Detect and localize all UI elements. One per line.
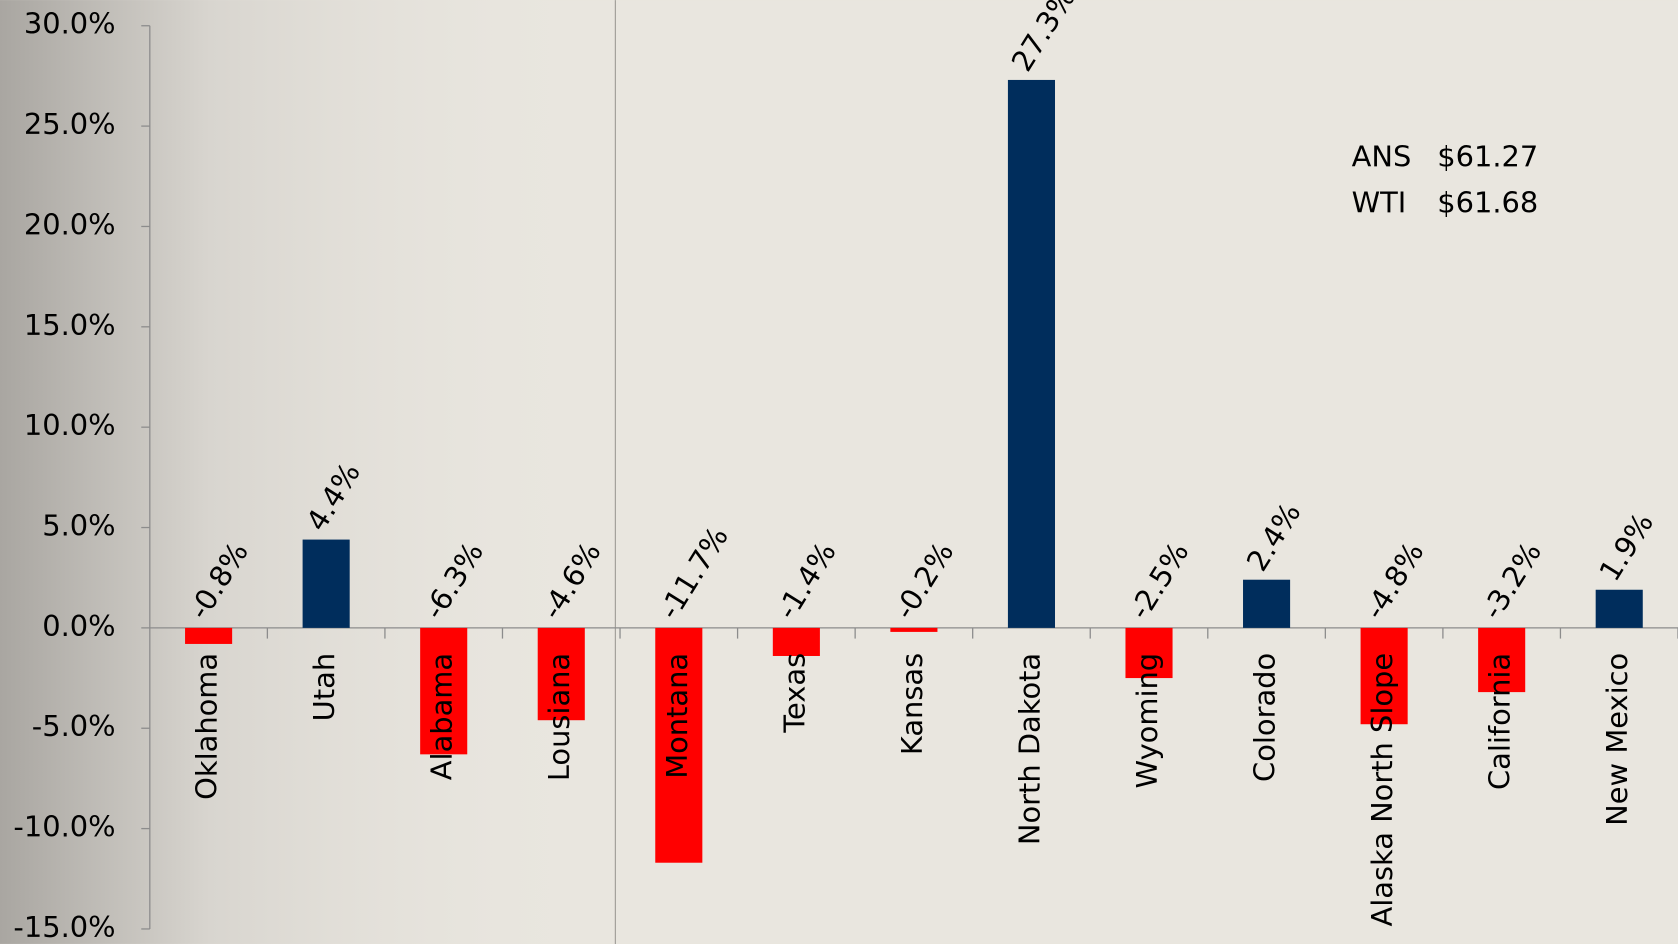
x-tick-label: California (1483, 653, 1517, 790)
bar (1125, 627, 1173, 679)
bar (1007, 79, 1056, 628)
x-tick-label: Alaska North Slope (1365, 653, 1399, 927)
x-tick-label: Montana (660, 653, 694, 779)
bar (420, 627, 468, 755)
x-tick-label: Colorado (1248, 653, 1282, 782)
annotation-value: $61.68 (1437, 185, 1538, 219)
x-tick-label: New Mexico (1600, 653, 1634, 826)
y-tick-label: 30.0% (24, 7, 116, 41)
x-tick-label: Utah (307, 653, 341, 721)
bar (1360, 627, 1408, 725)
y-tick-label: 10.0% (24, 408, 116, 442)
bar (1478, 627, 1526, 693)
annotation-label: ANS (1352, 139, 1412, 173)
bar (1243, 579, 1291, 628)
bar (655, 627, 703, 863)
bar (185, 627, 233, 644)
x-tick-label: Alabama (425, 653, 459, 780)
y-tick-label: -15.0% (13, 910, 115, 944)
x-tick-label: Kansas (895, 653, 929, 755)
y-tick-label: 0.0% (42, 609, 115, 643)
bar (890, 627, 938, 632)
y-tick-label: -10.0% (13, 810, 115, 844)
y-tick-label: 15.0% (24, 308, 116, 342)
bar (1595, 589, 1643, 628)
x-tick-label: Lousiana (542, 653, 576, 781)
x-tick-label: North Dakota (1012, 653, 1046, 845)
x-tick-label: Oklahoma (190, 653, 224, 800)
annotation-label: WTI (1352, 185, 1407, 219)
y-tick-label: 25.0% (24, 107, 116, 141)
x-tick-label: Texas (777, 653, 811, 734)
y-tick-label: 20.0% (24, 207, 116, 241)
bar (302, 539, 350, 628)
background-photo (0, 0, 600, 944)
x-tick-label: Wyoming (1130, 653, 1164, 789)
y-tick-label: -5.0% (32, 709, 116, 743)
annotation-value: $61.27 (1437, 139, 1538, 173)
bar (772, 627, 820, 656)
y-tick-label: 5.0% (42, 509, 115, 543)
bar (537, 627, 585, 721)
